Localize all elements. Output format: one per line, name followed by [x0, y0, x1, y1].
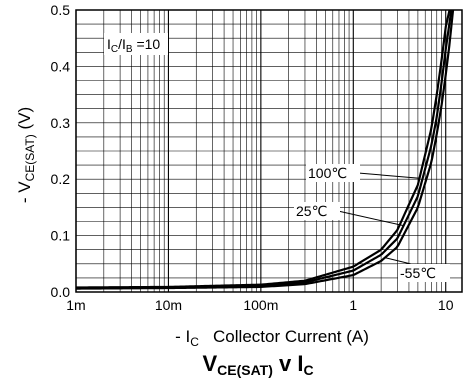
annotation-leader [357, 172, 420, 179]
series-group [76, 10, 455, 290]
chart-title: VCE(SAT) v IC [202, 351, 313, 378]
plot-frame [75, 9, 463, 293]
annotation-label: -55℃ [400, 265, 436, 281]
y-axis-label: - VCE(SAT) (V) [15, 107, 37, 203]
x-tick-label: 100m [243, 297, 278, 313]
x-tick-label: 1m [66, 297, 85, 313]
x-tick-label: 1 [349, 297, 357, 313]
annotation-bg [294, 202, 340, 220]
series-line-2 [76, 10, 455, 290]
x-axis-label: - IC Collector Current (A) [175, 327, 369, 349]
annotations: 100℃ 25℃ -55℃ [294, 164, 450, 282]
annotation-bg [306, 164, 360, 182]
annotation-leader [337, 210, 404, 227]
x-tick-label: 10 [438, 297, 454, 313]
y-tick-label: 0.0 [51, 284, 71, 300]
condition-label: IC/IB =10 [107, 36, 160, 55]
annotation-bg [398, 264, 450, 282]
y-tick-label: 0.4 [51, 58, 71, 74]
y-tick-label: 0.1 [51, 228, 71, 244]
annotation-label: 25℃ [296, 203, 327, 219]
x-tick-label: 10m [155, 297, 182, 313]
annotation-label: 100℃ [308, 165, 347, 181]
condition-label-box: IC/IB =10 [104, 33, 168, 55]
y-tick-label: 0.5 [51, 2, 71, 18]
x-tick-labels: 1m 10m 100m 1 10 [66, 297, 453, 313]
y-tick-label: 0.3 [51, 115, 71, 131]
y-tick-label: 0.2 [51, 171, 71, 187]
y-tick-labels: 0.0 0.1 0.2 0.3 0.4 0.5 [51, 2, 71, 300]
